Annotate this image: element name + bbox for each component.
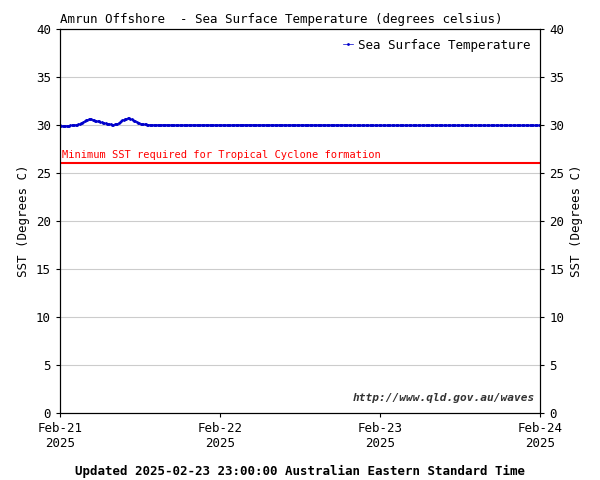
Y-axis label: SST (Degrees C): SST (Degrees C) bbox=[569, 165, 583, 277]
Sea Surface Temperature bbox=[409, 122, 416, 128]
Text: http://www.qld.gov.au/waves: http://www.qld.gov.au/waves bbox=[353, 393, 535, 403]
Sea Surface Temperature bbox=[247, 122, 254, 128]
Sea Surface Temperature bbox=[476, 122, 484, 128]
Y-axis label: SST (Degrees C): SST (Degrees C) bbox=[17, 165, 31, 277]
Sea Surface Temperature bbox=[453, 122, 460, 128]
Sea Surface Temperature bbox=[142, 121, 149, 127]
Sea Surface Temperature bbox=[536, 122, 544, 128]
Sea Surface Temperature bbox=[56, 122, 64, 128]
Text: Minimum SST required for Tropical Cyclone formation: Minimum SST required for Tropical Cyclon… bbox=[62, 150, 381, 160]
Sea Surface Temperature bbox=[125, 115, 133, 121]
Sea Surface Temperature bbox=[59, 123, 66, 129]
Text: Updated 2025-02-23 23:00:00 Australian Eastern Standard Time: Updated 2025-02-23 23:00:00 Australian E… bbox=[75, 465, 525, 478]
Text: Amrun Offshore  - Sea Surface Temperature (degrees celsius): Amrun Offshore - Sea Surface Temperature… bbox=[60, 13, 503, 26]
Line: Sea Surface Temperature: Sea Surface Temperature bbox=[59, 117, 541, 127]
Legend: Sea Surface Temperature: Sea Surface Temperature bbox=[339, 35, 534, 56]
Sea Surface Temperature bbox=[251, 122, 259, 128]
